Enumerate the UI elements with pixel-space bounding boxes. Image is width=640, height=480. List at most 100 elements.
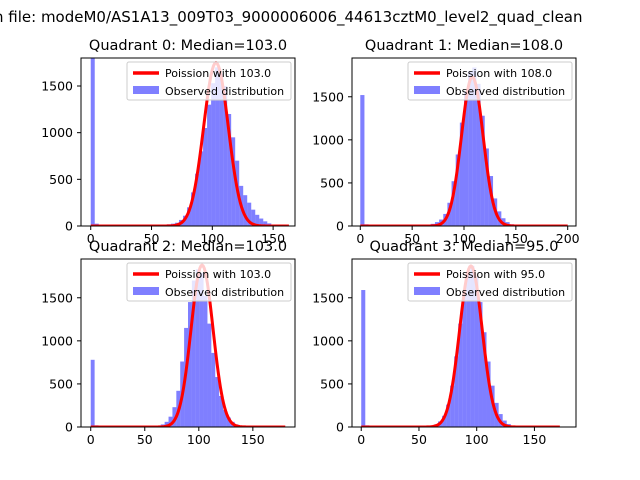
subplot-grid: Quadrant 0: Median=103.00 50 100 1500500100… (41, 38, 579, 447)
histogram-bar (455, 154, 460, 226)
x-tick-label: 150 (504, 231, 528, 246)
histogram-bar (226, 417, 231, 427)
histogram-bar (188, 302, 192, 427)
y-tick-label: 1500 (41, 290, 73, 305)
legend-entry-observed: Observed distribution (446, 286, 565, 299)
plot-area (359, 67, 569, 226)
subplot-quadrant-0: Quadrant 0: Median=103.00 50 100 1500500100… (41, 38, 296, 246)
histogram-bar (442, 415, 447, 427)
histogram-bar (360, 95, 365, 226)
histogram-bar (466, 273, 471, 427)
histogram-bar (255, 214, 260, 226)
y-tick-label: 1000 (312, 132, 344, 147)
x-tick-label: 50 (411, 432, 427, 447)
x-tick-label: 0 (357, 432, 365, 447)
x-tick-label: 100 (200, 231, 224, 246)
legend-entry-poisson: Poission with 103.0 (165, 268, 271, 281)
legend-observed-swatch (414, 287, 440, 295)
legend: Poission with 108.0 Observed distribution (407, 61, 573, 101)
x-tick-label: 50 (144, 231, 160, 246)
histogram-bar (482, 332, 487, 427)
histogram-bar (488, 176, 494, 226)
histogram-bar (247, 202, 252, 226)
histogram-bar (199, 272, 204, 427)
x-tick-label: 50 (137, 432, 153, 447)
histogram-bar (458, 323, 463, 427)
legend-entry-poisson: Poission with 95.0 (446, 268, 545, 281)
histogram-bar (195, 269, 200, 427)
x-tick-label: 100 (465, 432, 489, 447)
legend: Poission with 95.0 Observed distribution (407, 262, 573, 302)
histogram-bar (459, 122, 464, 226)
histogram-bar (211, 83, 216, 226)
histogram-bar (451, 181, 456, 226)
histogram-bar (172, 407, 177, 427)
histogram-bar (446, 404, 451, 427)
histogram-bar (223, 86, 228, 226)
histogram-bar (251, 209, 256, 226)
legend-entry-observed: Observed distribution (165, 85, 284, 98)
y-tick-label: 1000 (41, 125, 73, 140)
histogram-bar (484, 148, 489, 226)
legend: Poission with 103.0 Observed distribution (126, 61, 292, 101)
histogram-bar (207, 104, 212, 226)
histogram-bar (191, 192, 196, 226)
histogram-bar (203, 296, 208, 427)
poisson-curve (90, 263, 286, 427)
legend-observed-swatch (414, 86, 440, 94)
x-tick-label: 150 (523, 432, 547, 447)
histogram-bar (207, 323, 212, 427)
histogram-bar (462, 293, 467, 427)
legend-box (126, 262, 292, 302)
histogram-bar (478, 302, 483, 427)
y-tick-label: 0 (65, 219, 73, 234)
histogram-bar (199, 151, 204, 226)
histogram-bar (464, 91, 469, 226)
histogram-bar (227, 114, 232, 226)
histogram-bar (211, 352, 216, 427)
histogram-bar (474, 277, 479, 427)
subplot-title: Quadrant 1: Median=108.0 (365, 38, 563, 54)
subplot-title: Quadrant 3: Median=95.0 (370, 239, 559, 255)
x-tick-label: 100 (187, 432, 211, 447)
y-tick-label: 0 (336, 219, 344, 234)
legend-observed-swatch (133, 86, 159, 94)
histogram-bar (470, 265, 475, 427)
histogram-bar (195, 173, 200, 226)
histogram-bar (231, 137, 236, 226)
legend-box (407, 262, 573, 302)
histogram-bar (187, 207, 192, 226)
poisson-curve (359, 75, 569, 226)
histogram-bar (454, 356, 459, 427)
x-tick-label: 0 (87, 231, 95, 246)
legend-entry-observed: Observed distribution (446, 85, 565, 98)
y-tick-label: 500 (49, 376, 73, 391)
legend-observed-swatch (133, 287, 159, 295)
histogram-bar (203, 128, 208, 226)
y-tick-label: 1500 (312, 89, 344, 104)
histogram-bar (191, 280, 196, 427)
histogram-bar (215, 67, 220, 226)
x-tick-label: 50 (404, 231, 420, 246)
histogram-bar (90, 58, 95, 226)
y-tick-label: 500 (320, 376, 344, 391)
x-tick-label: 0 (87, 432, 95, 447)
histogram-bar (90, 359, 95, 427)
histogram-bar (263, 221, 268, 226)
legend-box (126, 61, 292, 101)
subplot-quadrant-2: Quadrant 2: Median=103.00 50 100 1500500100… (41, 239, 296, 447)
axes-frame (80, 57, 296, 227)
x-tick-label: 150 (261, 231, 285, 246)
histogram-bar (476, 83, 481, 226)
legend: Poission with 103.0 Observed distribution (126, 262, 292, 302)
y-tick-label: 500 (320, 175, 344, 190)
histogram-bar (472, 67, 477, 226)
histogram-bar (259, 218, 264, 226)
histogram-bar (450, 385, 455, 427)
axes-frame (80, 258, 296, 428)
subplot-quadrant-3: Quadrant 3: Median=95.00 50 100 15005001000… (312, 239, 577, 447)
subplot-title: Quadrant 0: Median=103.0 (89, 38, 287, 54)
plot-area (360, 264, 561, 427)
x-tick-label: 100 (452, 231, 476, 246)
